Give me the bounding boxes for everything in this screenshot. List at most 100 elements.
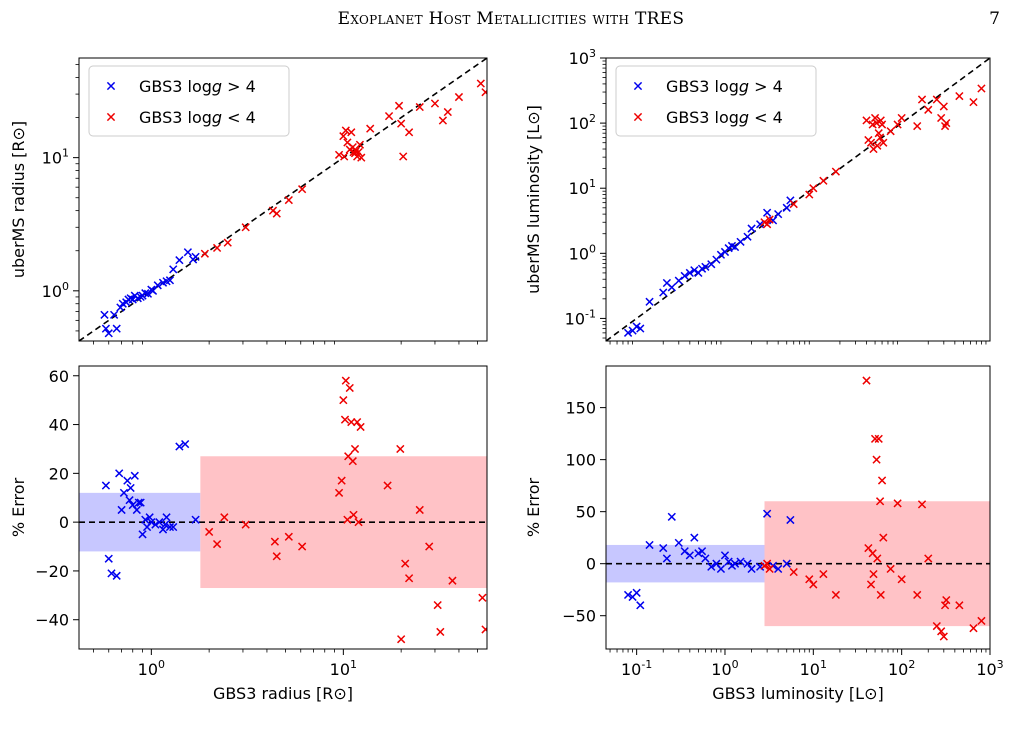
series-low-logg <box>760 376 986 641</box>
y-tick-label: 10-1 <box>565 307 596 328</box>
data-point <box>645 297 654 306</box>
data-point <box>716 564 726 574</box>
data-point <box>334 150 344 159</box>
data-point <box>831 590 840 600</box>
y-tick-label: 100 <box>42 280 69 301</box>
running-header: Exoplanet Host Metallicities with TRES 7 <box>0 0 1022 40</box>
data-point <box>809 580 818 589</box>
data-point <box>662 554 672 563</box>
data-point <box>774 564 783 574</box>
data-point <box>175 256 184 265</box>
data-point <box>141 289 150 298</box>
data-point <box>340 152 349 161</box>
y-tick-label: 102 <box>569 112 596 133</box>
legend-label: GBS3 logg > 4 <box>666 77 783 96</box>
data-point <box>454 92 464 102</box>
axes-frame <box>78 57 488 342</box>
data-point <box>436 627 445 637</box>
data-point <box>134 498 143 507</box>
data-point <box>632 588 641 597</box>
data-point <box>104 554 113 563</box>
data-point <box>355 140 365 149</box>
data-point <box>136 498 145 507</box>
data-point <box>897 113 906 123</box>
data-point <box>765 215 774 224</box>
data-point <box>659 288 668 297</box>
data-point <box>690 266 699 275</box>
data-point <box>913 121 922 131</box>
data-point <box>397 119 406 128</box>
data-point <box>394 101 404 110</box>
data-point <box>284 195 293 205</box>
panel-luminosity-error: 10-1 100 101 102 103 −50 0 50 100 150 GBS3 luminos… <box>524 365 1004 703</box>
data-point <box>337 476 346 485</box>
y-tick-label: 20 <box>49 464 69 483</box>
data-point <box>448 576 457 585</box>
data-point <box>872 455 881 464</box>
y-tick-label: 100 <box>569 242 596 263</box>
data-point <box>819 176 828 185</box>
y-tick-label: 150 <box>565 399 596 418</box>
data-point <box>404 128 414 137</box>
data-point <box>707 562 716 571</box>
data-point <box>415 505 424 515</box>
data-point <box>701 262 710 271</box>
legend-label: GBS3 logg < 4 <box>666 108 783 127</box>
data-point <box>805 575 814 584</box>
data-point <box>937 627 946 636</box>
x-tick-label: 100 <box>711 658 738 679</box>
data-point <box>158 525 168 534</box>
data-point <box>873 141 882 150</box>
data-point <box>969 97 978 107</box>
data-point <box>762 220 772 229</box>
data-point <box>747 224 756 233</box>
data-point <box>123 476 132 485</box>
data-point <box>297 185 307 194</box>
data-point <box>736 237 745 246</box>
data-point <box>112 571 121 580</box>
data-point <box>433 600 442 610</box>
data-point <box>241 520 250 529</box>
data-point <box>147 518 156 527</box>
axes-frame <box>605 365 991 650</box>
y-tick-label: −20 <box>35 562 69 581</box>
data-point <box>877 476 887 485</box>
data-point <box>109 310 119 319</box>
x-tick-label: 103 <box>976 658 1003 679</box>
data-point <box>886 564 895 574</box>
y-tick-label: −50 <box>562 607 596 626</box>
data-point <box>357 153 366 162</box>
data-point <box>879 138 888 147</box>
data-point <box>347 128 356 137</box>
series-high-logg <box>101 439 200 580</box>
data-point <box>774 209 783 219</box>
data-point <box>913 590 922 600</box>
data-point <box>115 469 124 478</box>
data-point <box>667 512 676 521</box>
series-low-logg <box>760 84 986 229</box>
data-point <box>862 116 871 125</box>
legend-box <box>88 65 290 137</box>
data-point <box>145 513 154 522</box>
data-point <box>205 527 214 537</box>
data-point <box>636 601 645 610</box>
data-point <box>100 310 109 319</box>
data-point <box>942 118 951 128</box>
data-point <box>350 444 360 454</box>
data-point <box>789 567 798 577</box>
data-point <box>153 281 162 290</box>
data-point <box>879 533 888 542</box>
data-point <box>401 559 410 568</box>
data-point <box>125 496 134 505</box>
data-point <box>870 113 880 123</box>
data-point <box>782 203 791 212</box>
data-point <box>348 457 357 466</box>
axes-frame <box>605 57 991 342</box>
data-point <box>141 515 150 524</box>
data-point <box>623 590 633 600</box>
data-point <box>396 444 405 454</box>
data-point <box>680 271 689 281</box>
data-point <box>866 580 876 589</box>
data-point <box>924 105 933 114</box>
series-low-logg <box>200 79 487 258</box>
